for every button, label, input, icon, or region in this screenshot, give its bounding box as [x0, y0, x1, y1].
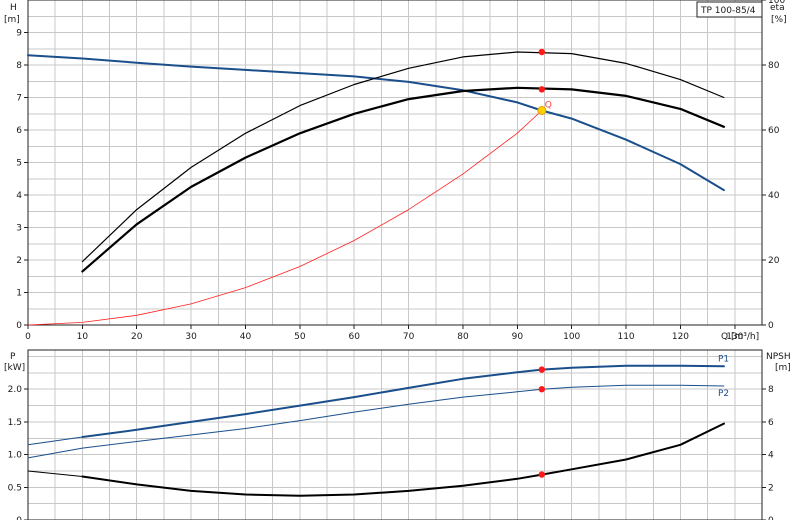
right-axis-tick-label: 60	[768, 126, 780, 136]
left-axis-tick-label: 4	[16, 191, 22, 201]
series-label-p1: P1	[718, 354, 729, 364]
p-axis-label: P	[10, 352, 16, 362]
right-axis-tick-label: 4	[768, 451, 774, 461]
q-axis-label: Q	[721, 332, 728, 342]
plot-frame	[27, 349, 763, 520]
npsh-axis-label: NPSH	[766, 352, 791, 362]
eta-axis-unit: [%]	[771, 15, 787, 25]
product-label-box: TP 100-85/4	[696, 1, 763, 18]
x-axis-tick-label: 0	[25, 332, 31, 342]
right-axis-tick-label: 6	[768, 418, 774, 428]
x-axis-tick-label: 70	[403, 332, 415, 342]
left-axis-tick-label: 6	[16, 126, 22, 136]
operating-point-marker	[538, 386, 545, 393]
p-axis-unit: [kW]	[4, 363, 25, 373]
series-line-0-2	[81, 51, 725, 263]
operating-point-marker	[538, 366, 545, 373]
series-line-1-3	[27, 470, 83, 477]
right-axis-tick-label: 0	[768, 321, 774, 331]
series-line-p1	[81, 364, 725, 438]
x-axis-tick-label: 100	[563, 332, 580, 342]
product-label: TP 100-85/4	[700, 6, 756, 16]
left-axis-tick-label: 3	[16, 224, 22, 234]
duty-point-marker	[537, 106, 547, 115]
left-axis-tick-label: 7	[16, 94, 22, 104]
left-axis-tick-label: 2.0	[8, 385, 23, 395]
x-axis-tick-label: 10	[77, 332, 89, 342]
left-axis-tick-label: 0.5	[8, 483, 22, 493]
duty-point-label: Q	[545, 101, 552, 111]
x-axis-tick-label: 110	[617, 332, 634, 342]
right-axis-tick-label: 100	[768, 0, 785, 6]
q-axis-unit: [m³/h]	[731, 332, 759, 342]
h-axis-unit: [m]	[4, 15, 20, 25]
right-axis-tick-label: 8	[768, 385, 774, 395]
series-line-1-1	[27, 436, 83, 446]
eta-axis-label: eta	[770, 3, 785, 13]
right-axis-tick-label: 2	[768, 483, 774, 493]
right-axis-tick-label: 80	[768, 61, 780, 71]
left-axis-tick-label: 0	[16, 321, 22, 331]
left-axis-tick-label: 0	[16, 516, 22, 520]
x-axis-tick-label: 60	[348, 332, 360, 342]
right-axis-tick-label: 0	[768, 516, 774, 520]
x-axis-tick-label: 90	[512, 332, 524, 342]
left-axis-tick-label: 1.5	[8, 418, 22, 428]
x-axis-tick-label: 30	[185, 332, 197, 342]
operating-point-marker	[538, 471, 545, 478]
series-line-p2	[27, 384, 725, 459]
left-axis-tick-label: 2	[16, 256, 22, 266]
h-axis-label: H	[10, 3, 17, 13]
x-axis-tick-label: 120	[672, 332, 689, 342]
series-label-p2: P2	[718, 389, 729, 399]
npsh-axis-unit: [m]	[775, 363, 791, 373]
left-axis-tick-label: 8	[16, 61, 22, 71]
series-line-0-3	[81, 86, 726, 273]
left-axis-tick-label: 9	[16, 29, 22, 39]
x-axis-tick-label: 130	[726, 332, 743, 342]
left-axis-tick-label: 1	[16, 289, 22, 299]
power-npsh-panel: 0 0.5 1.0 1.5 2.0 0 2 4 6 8 P1 P2	[8, 349, 774, 520]
operating-point-marker	[538, 86, 545, 93]
operating-point-marker	[538, 48, 545, 56]
x-axis-tick-label: 20	[131, 332, 143, 342]
x-axis-tick-label: 80	[457, 332, 469, 342]
series-line-0-0	[27, 54, 725, 192]
left-axis-tick-label: 1.0	[8, 451, 23, 461]
right-axis-tick-label: 40	[768, 191, 780, 201]
x-axis-tick-label: 50	[294, 332, 306, 342]
right-axis-tick-label: 20	[768, 256, 780, 266]
left-axis-tick-label: 5	[16, 159, 22, 169]
series-line-1-4	[81, 422, 725, 497]
series-line-0-1	[27, 110, 543, 326]
x-axis-tick-label: 40	[240, 332, 252, 342]
